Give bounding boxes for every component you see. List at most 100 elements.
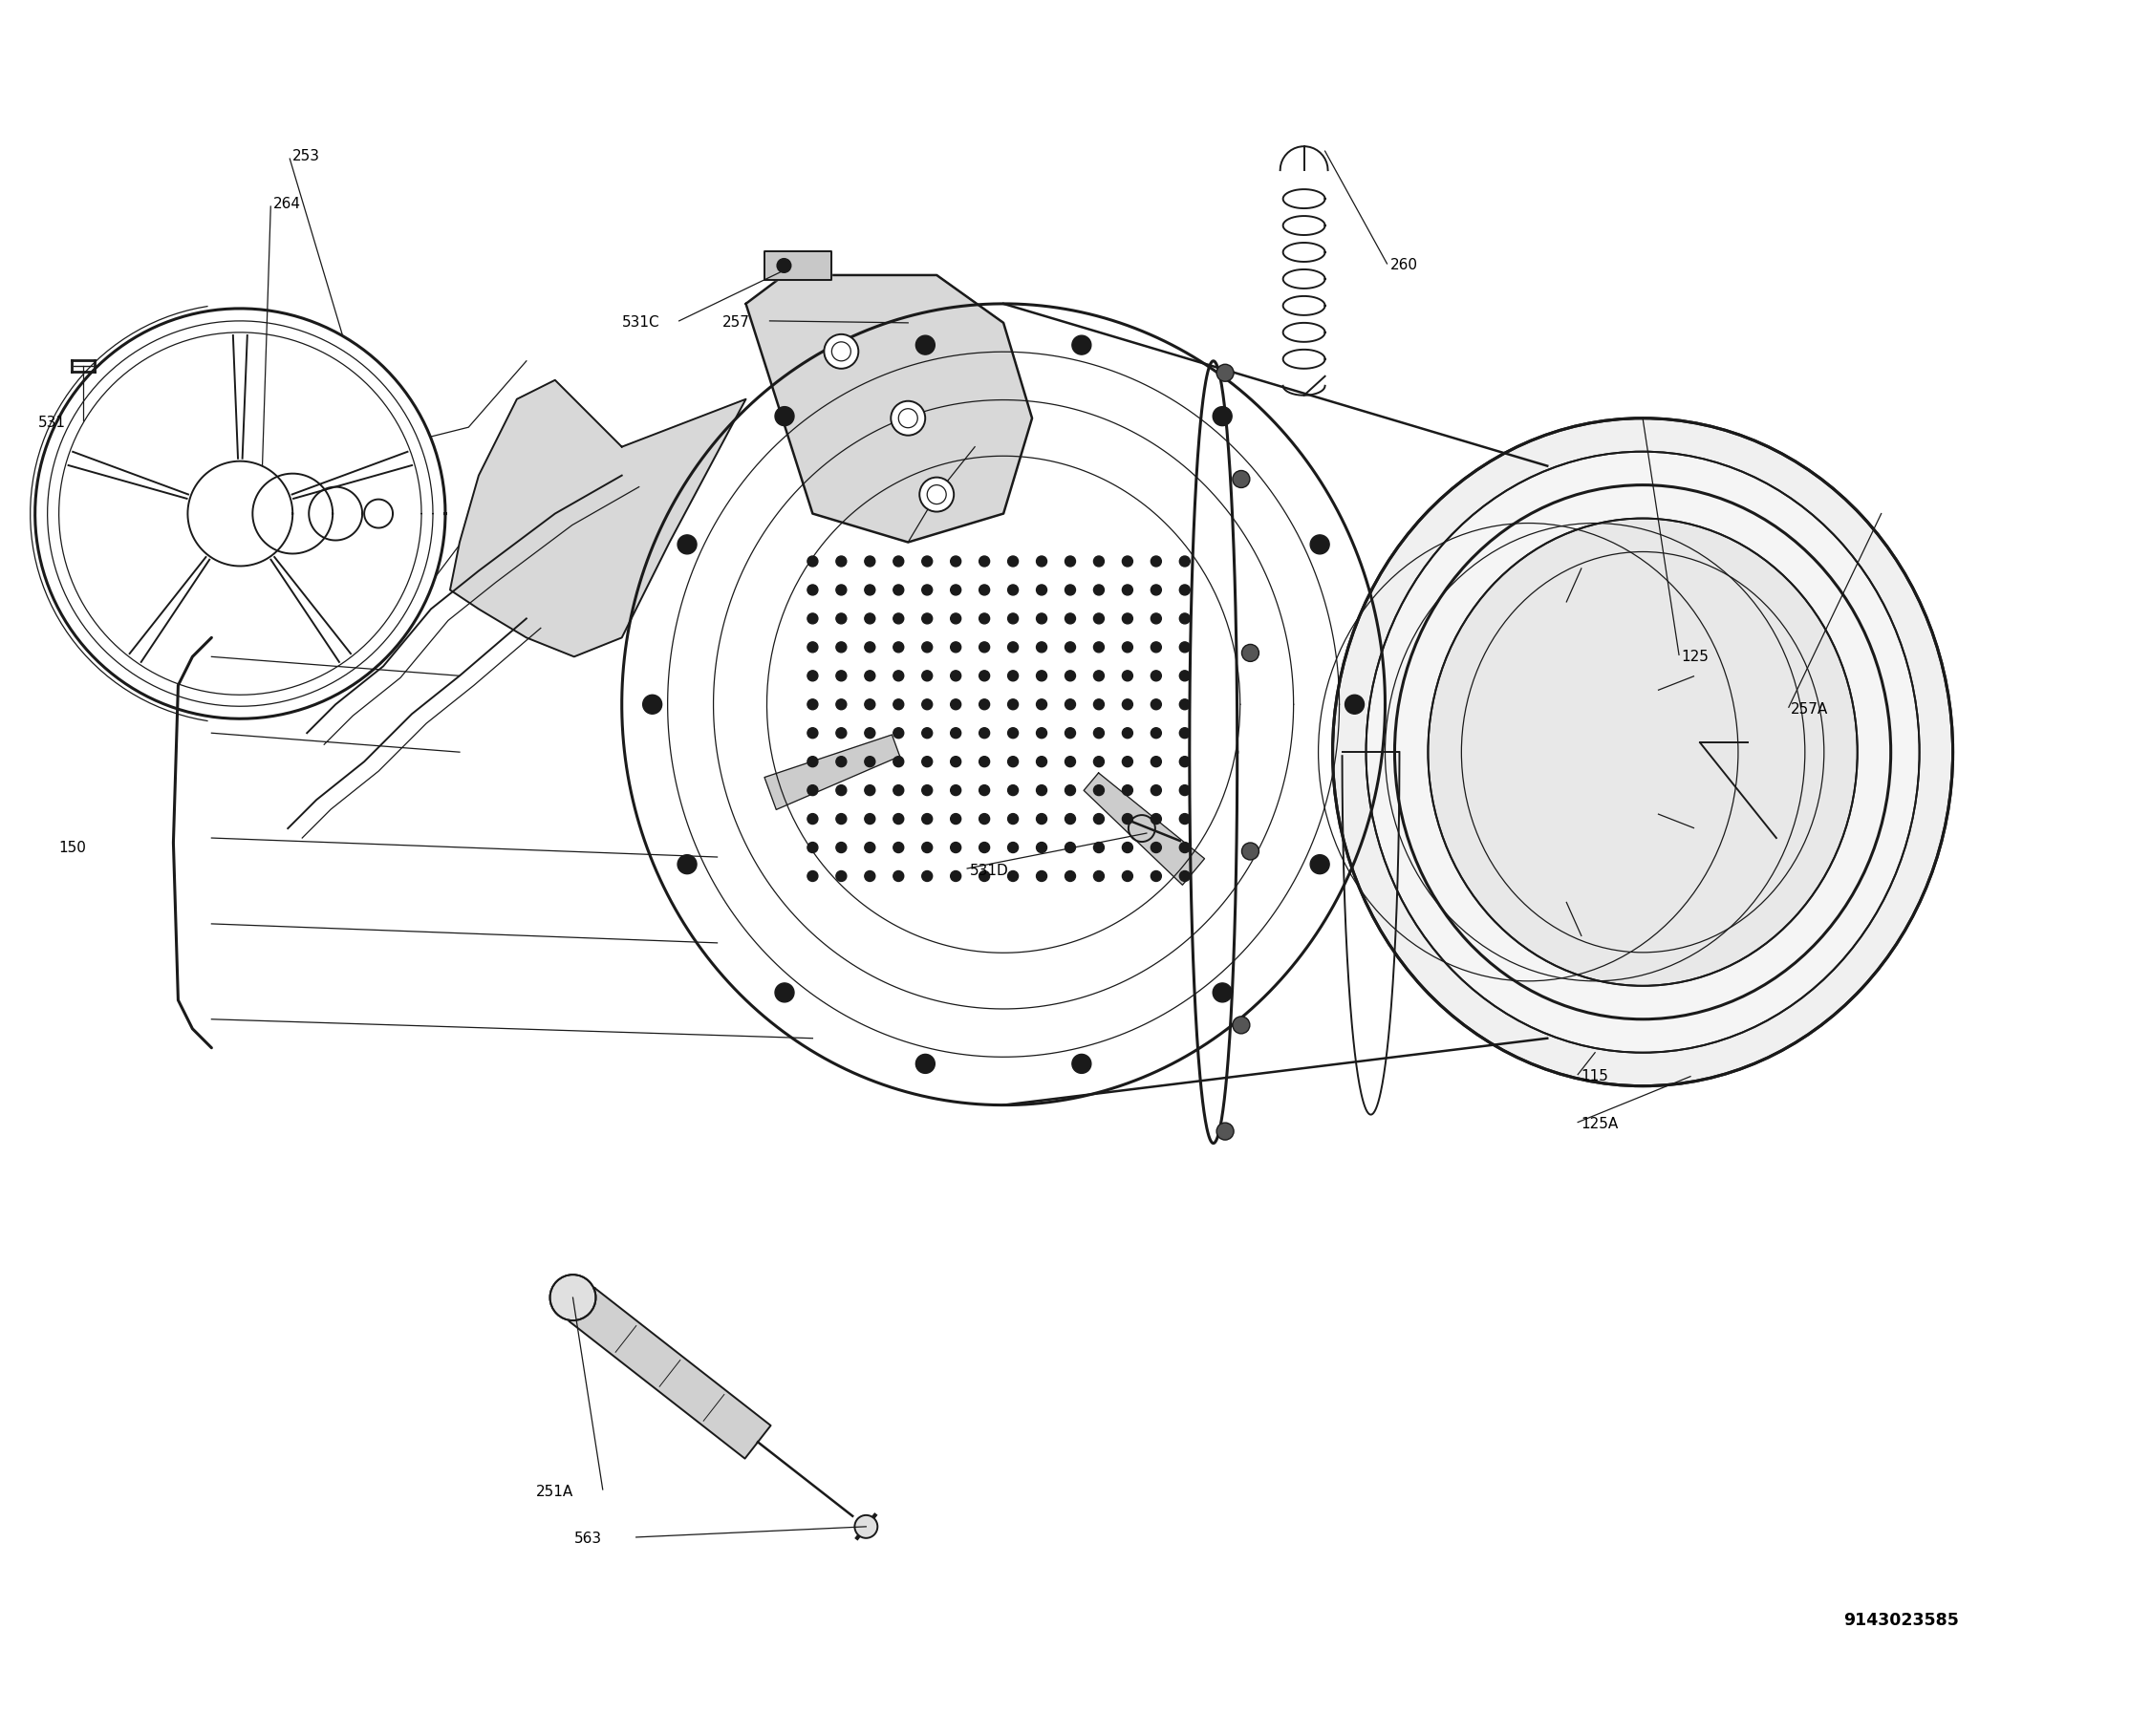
Circle shape [1123,585,1133,595]
Circle shape [835,871,846,882]
Circle shape [950,842,961,852]
Circle shape [1065,727,1076,738]
Circle shape [1065,757,1076,767]
Circle shape [835,642,846,653]
Circle shape [892,556,903,566]
Circle shape [1007,670,1018,681]
Circle shape [1007,585,1018,595]
Text: 150: 150 [60,840,87,854]
Text: 125: 125 [1681,649,1708,663]
Circle shape [980,585,990,595]
Circle shape [922,700,933,710]
Circle shape [1180,757,1191,767]
Text: 251A: 251A [537,1484,573,1498]
Circle shape [835,814,846,825]
Circle shape [1037,814,1046,825]
Circle shape [1037,842,1046,852]
Circle shape [1007,613,1018,623]
Circle shape [1150,727,1161,738]
Polygon shape [765,252,831,279]
Circle shape [865,585,875,595]
Circle shape [807,670,818,681]
Circle shape [950,871,961,882]
Circle shape [1180,814,1191,825]
Circle shape [980,757,990,767]
Circle shape [1093,613,1103,623]
Circle shape [865,871,875,882]
Polygon shape [746,274,1033,542]
Text: 531D: 531D [969,865,1010,878]
Circle shape [1037,556,1046,566]
Circle shape [865,842,875,852]
Circle shape [865,727,875,738]
Circle shape [1233,1017,1250,1033]
Circle shape [1007,556,1018,566]
Circle shape [807,814,818,825]
Circle shape [922,556,933,566]
Circle shape [1093,727,1103,738]
Circle shape [1065,842,1076,852]
Circle shape [1007,700,1018,710]
Circle shape [1065,613,1076,623]
Circle shape [1037,700,1046,710]
Circle shape [807,842,818,852]
Circle shape [1150,700,1161,710]
Circle shape [1216,365,1233,382]
Circle shape [854,1516,878,1538]
Text: 9143023585: 9143023585 [1842,1611,1960,1628]
Ellipse shape [1333,418,1953,1087]
Circle shape [980,814,990,825]
Circle shape [950,814,961,825]
Circle shape [916,335,935,354]
Circle shape [922,585,933,595]
Circle shape [1123,556,1133,566]
Circle shape [950,585,961,595]
Circle shape [1093,842,1103,852]
Circle shape [807,727,818,738]
Circle shape [1071,335,1091,354]
Text: 115: 115 [1580,1069,1608,1083]
Circle shape [1150,842,1161,852]
Circle shape [1180,871,1191,882]
Circle shape [980,670,990,681]
Circle shape [922,613,933,623]
Circle shape [835,842,846,852]
Circle shape [1123,642,1133,653]
Circle shape [1180,700,1191,710]
Circle shape [1123,727,1133,738]
Circle shape [1233,470,1250,488]
Circle shape [892,585,903,595]
Circle shape [892,670,903,681]
Circle shape [1150,670,1161,681]
Circle shape [892,785,903,795]
Circle shape [1123,871,1133,882]
Circle shape [922,670,933,681]
Circle shape [1150,585,1161,595]
Circle shape [922,757,933,767]
Circle shape [892,613,903,623]
Circle shape [807,757,818,767]
Circle shape [1093,757,1103,767]
Circle shape [1180,727,1191,738]
Circle shape [1037,757,1046,767]
Circle shape [775,983,794,1002]
Circle shape [892,727,903,738]
Circle shape [980,727,990,738]
Circle shape [1123,613,1133,623]
Text: 125A: 125A [1580,1116,1619,1132]
Text: 264: 264 [273,196,300,210]
Circle shape [1180,642,1191,653]
Circle shape [950,785,961,795]
Circle shape [1065,700,1076,710]
Circle shape [807,700,818,710]
Circle shape [835,785,846,795]
Circle shape [1007,642,1018,653]
Circle shape [777,259,790,273]
Circle shape [1037,727,1046,738]
Circle shape [1071,1054,1091,1073]
Circle shape [824,335,858,368]
Circle shape [980,785,990,795]
Text: 257: 257 [722,316,750,330]
Circle shape [835,757,846,767]
Circle shape [1344,694,1363,713]
